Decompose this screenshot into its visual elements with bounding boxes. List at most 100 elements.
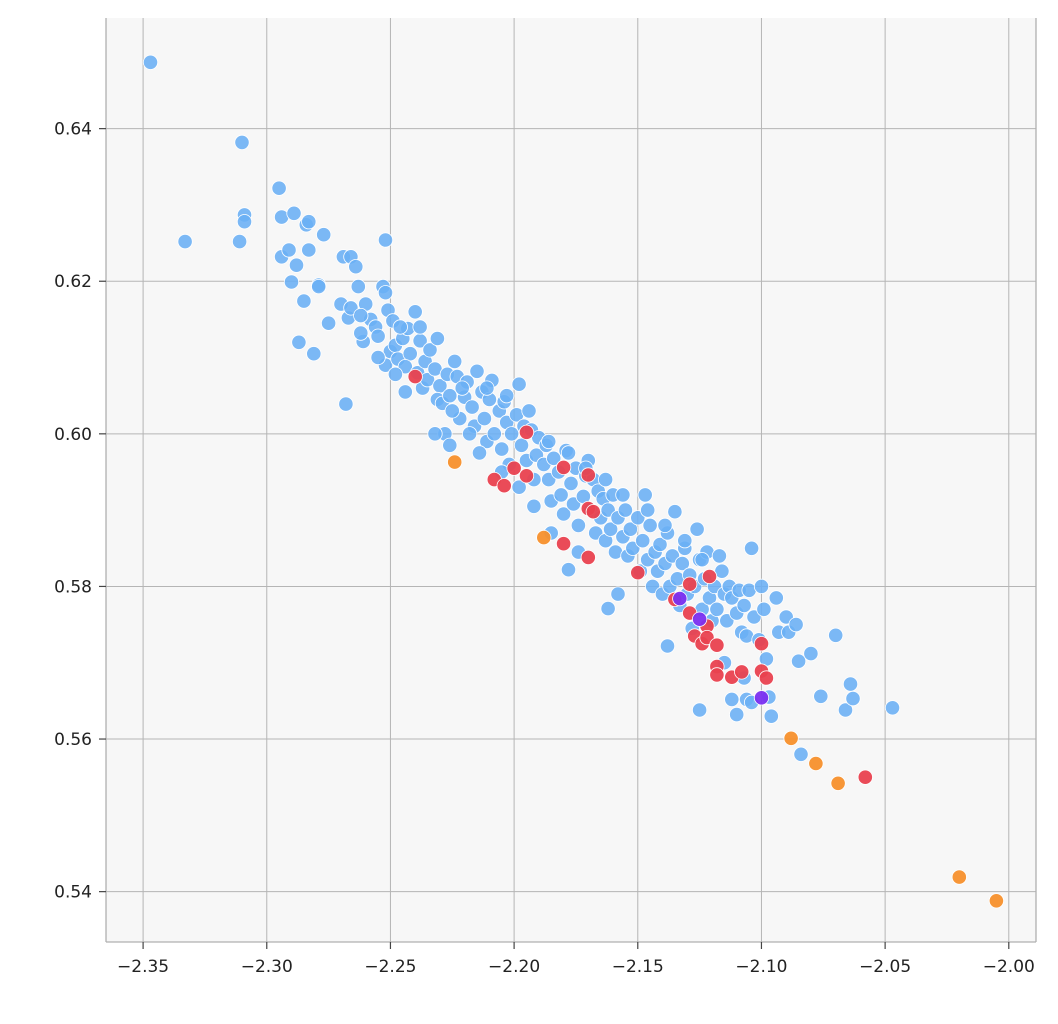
x-tick-label: −2.20 bbox=[488, 957, 540, 977]
data-point bbox=[803, 645, 819, 662]
data-point bbox=[988, 893, 1005, 909]
data-point bbox=[701, 568, 718, 585]
data-point bbox=[447, 454, 463, 470]
data-point bbox=[377, 285, 394, 301]
data-point bbox=[857, 769, 873, 785]
data-point bbox=[526, 498, 542, 514]
data-point bbox=[808, 755, 824, 772]
data-point bbox=[560, 562, 577, 578]
data-point bbox=[555, 459, 572, 475]
data-point bbox=[813, 688, 829, 704]
data-point bbox=[788, 616, 804, 633]
orange-series bbox=[447, 454, 1005, 909]
data-point bbox=[602, 521, 619, 537]
data-point bbox=[637, 487, 653, 503]
data-point bbox=[407, 304, 423, 320]
x-tick-label: −2.35 bbox=[117, 957, 169, 977]
data-point bbox=[642, 517, 658, 534]
data-point bbox=[392, 319, 408, 335]
x-tick-label: −2.00 bbox=[983, 957, 1035, 977]
data-point bbox=[667, 504, 683, 520]
data-point bbox=[370, 349, 386, 366]
y-tick-label: 0.58 bbox=[54, 577, 92, 597]
x-tick-label: −2.30 bbox=[241, 957, 293, 977]
data-point bbox=[486, 426, 502, 442]
data-point bbox=[283, 274, 300, 290]
data-point bbox=[177, 234, 193, 250]
data-point bbox=[316, 227, 332, 243]
red-series bbox=[407, 368, 873, 785]
data-point bbox=[652, 536, 668, 553]
data-point bbox=[709, 601, 725, 617]
data-point bbox=[597, 471, 614, 488]
purple-series bbox=[672, 590, 770, 706]
y-tick-label: 0.54 bbox=[54, 883, 92, 903]
data-point bbox=[469, 363, 485, 379]
data-point bbox=[553, 487, 569, 503]
data-point bbox=[301, 242, 317, 258]
data-point bbox=[753, 690, 770, 706]
data-point bbox=[407, 368, 423, 385]
data-point bbox=[709, 637, 725, 653]
x-tick-label: −2.05 bbox=[859, 957, 911, 977]
data-point bbox=[377, 232, 394, 248]
data-point bbox=[555, 506, 572, 522]
x-tick-label: −2.10 bbox=[735, 957, 787, 977]
data-point bbox=[674, 555, 690, 572]
data-point bbox=[494, 441, 510, 457]
data-point bbox=[677, 533, 693, 549]
data-point bbox=[397, 384, 413, 400]
data-point bbox=[842, 676, 859, 692]
y-axis-ticks: 0.54 0.56 0.58 0.60 0.62 0.64 bbox=[54, 120, 106, 903]
data-point bbox=[454, 380, 470, 396]
data-point bbox=[790, 653, 807, 669]
data-point bbox=[348, 259, 364, 275]
data-point bbox=[442, 388, 458, 404]
x-tick-label: −2.25 bbox=[364, 957, 416, 977]
data-point bbox=[635, 533, 651, 549]
data-point bbox=[570, 517, 587, 534]
axes-spines bbox=[105, 18, 1037, 943]
data-point bbox=[724, 691, 740, 708]
data-point bbox=[232, 234, 248, 250]
data-point bbox=[753, 636, 770, 652]
data-point bbox=[546, 450, 562, 466]
data-point bbox=[296, 293, 312, 309]
data-point bbox=[511, 479, 527, 495]
data-point bbox=[580, 467, 596, 483]
data-point bbox=[234, 134, 250, 150]
data-point bbox=[350, 278, 366, 295]
data-point bbox=[320, 315, 337, 331]
data-point bbox=[422, 342, 438, 358]
data-point bbox=[845, 690, 861, 707]
data-point bbox=[518, 468, 535, 484]
y-tick-label: 0.64 bbox=[54, 120, 92, 140]
data-point bbox=[496, 478, 512, 494]
data-point bbox=[444, 403, 460, 419]
data-point bbox=[711, 548, 728, 564]
y-tick-label: 0.62 bbox=[54, 272, 92, 292]
data-point bbox=[580, 549, 596, 566]
data-point bbox=[518, 424, 535, 440]
data-point bbox=[672, 590, 688, 607]
data-point bbox=[793, 746, 809, 762]
data-point bbox=[387, 366, 403, 382]
data-point bbox=[288, 257, 305, 273]
data-point bbox=[563, 475, 579, 491]
data-point bbox=[689, 521, 705, 537]
data-point bbox=[479, 380, 495, 396]
data-point bbox=[763, 708, 779, 724]
data-point bbox=[521, 403, 537, 419]
data-point bbox=[622, 521, 639, 537]
data-point bbox=[353, 325, 369, 341]
data-point bbox=[471, 445, 488, 461]
data-point bbox=[657, 517, 673, 534]
data-point bbox=[301, 214, 317, 230]
data-point bbox=[271, 180, 287, 196]
data-point bbox=[610, 586, 626, 602]
data-point bbox=[709, 667, 725, 683]
data-point bbox=[617, 502, 634, 518]
data-point bbox=[503, 426, 520, 442]
data-point bbox=[476, 410, 492, 427]
